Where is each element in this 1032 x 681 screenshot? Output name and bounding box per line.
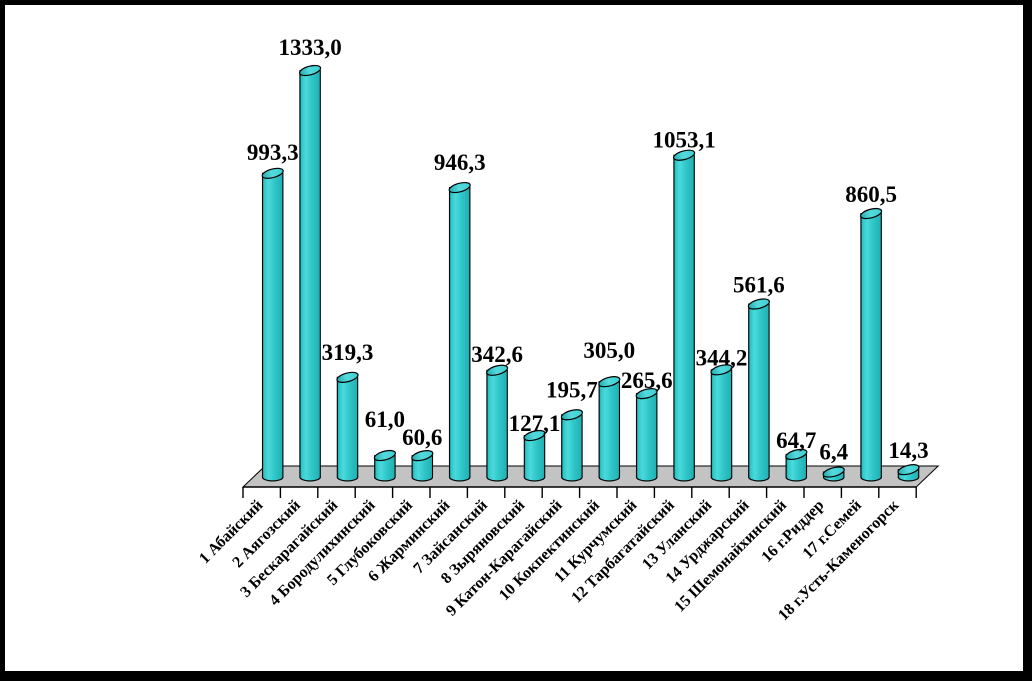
bar-value-label: 14,3 xyxy=(888,438,928,463)
bar-cylinder xyxy=(860,207,883,482)
bar-cylinder xyxy=(822,466,845,482)
cylinder-top-cap xyxy=(523,429,546,442)
cylinder-body xyxy=(748,303,770,482)
bar-value-label: 993,3 xyxy=(247,140,299,165)
bar-value-label: 195,7 xyxy=(546,377,598,402)
cylinder-top-cap xyxy=(411,450,434,462)
bar-value-label: 1333,0 xyxy=(278,35,341,60)
cylinder-body xyxy=(561,414,583,482)
cylinder-top-cap xyxy=(860,207,883,220)
bar-value-label: 127,1 xyxy=(509,411,561,436)
cylinder-body xyxy=(598,381,621,482)
cylinder-top-cap xyxy=(560,409,583,421)
bar-cylinder xyxy=(448,181,471,482)
bar-value-label: 344,2 xyxy=(696,345,748,370)
cylinder-body xyxy=(523,434,546,482)
bar-cylinder xyxy=(785,448,808,482)
cylinder-body xyxy=(486,369,508,482)
bar-value-label: 6,4 xyxy=(819,440,848,465)
bar-value-label: 305,0 xyxy=(583,338,635,363)
bar-cylinder xyxy=(373,449,396,482)
cylinder-top-cap xyxy=(785,448,808,461)
bar-value-label: 1053,1 xyxy=(652,128,715,153)
bar-cylinder xyxy=(560,409,583,482)
bar-cylinder xyxy=(747,298,770,482)
cylinder-body xyxy=(860,212,882,482)
cylinder-top-cap xyxy=(598,376,621,388)
bar-value-label: 561,6 xyxy=(733,273,785,298)
cylinder-top-cap xyxy=(897,464,920,476)
cylinder-top-cap xyxy=(673,149,696,161)
bar-value-label: 946,3 xyxy=(434,150,486,175)
bar-value-label: 342,6 xyxy=(471,342,523,367)
cylinder-top-cap xyxy=(299,64,322,77)
cylinder-top-cap xyxy=(486,364,509,376)
bar-value-label: 64,7 xyxy=(776,428,816,453)
cylinder-body xyxy=(448,187,471,482)
cylinder-body xyxy=(673,154,695,482)
bar-cylinder xyxy=(710,364,733,482)
bar-cylinder xyxy=(897,464,920,482)
cylinder-top-cap xyxy=(710,364,733,376)
cylinder-body xyxy=(785,453,808,482)
cylinder-top-cap xyxy=(336,371,359,383)
bar-cylinder xyxy=(336,371,359,482)
cylinder-body xyxy=(261,172,284,482)
cylinder-body xyxy=(374,454,396,482)
cylinder-top-cap xyxy=(747,298,770,310)
cylinder-top-cap xyxy=(261,167,284,179)
bar-cylinder xyxy=(635,387,658,482)
bar-value-label: 60,6 xyxy=(402,425,442,450)
cylinder-body xyxy=(299,69,321,482)
bar-value-label: 61,0 xyxy=(365,407,405,432)
bar-value-label: 265,6 xyxy=(621,368,673,393)
cylinder-top-cap xyxy=(822,466,845,478)
cylinder-top-cap xyxy=(373,449,396,462)
bar-value-label: 860,5 xyxy=(845,182,897,207)
cylinder-body xyxy=(635,393,658,482)
cylinder-body xyxy=(336,376,359,482)
bar-value-label: 319,3 xyxy=(322,340,374,365)
bar-cylinder xyxy=(673,149,696,482)
cylinder-body xyxy=(411,455,434,482)
cylinder-top-cap xyxy=(635,387,658,400)
bar-cylinder xyxy=(299,64,322,482)
bar-cylinder xyxy=(598,376,621,482)
bar-cylinder xyxy=(261,167,284,482)
cylinder-body xyxy=(710,369,733,482)
cylinder-top-cap xyxy=(448,181,471,194)
bar-cylinder xyxy=(486,364,509,482)
bar-cylinder xyxy=(411,450,434,482)
bar-cylinder xyxy=(523,429,546,482)
